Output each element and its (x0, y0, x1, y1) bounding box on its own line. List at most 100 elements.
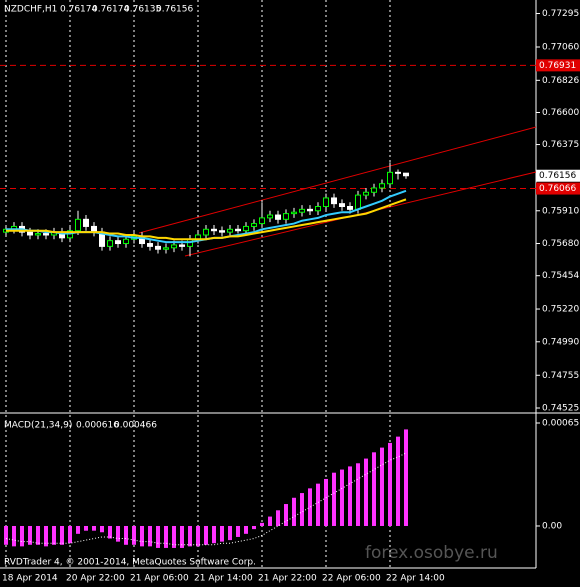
macd-bar (356, 463, 360, 526)
symbol: NZDCHF,H1 (4, 5, 57, 15)
macd-bar (20, 525, 24, 547)
y-tick-label: 0.75910 (542, 206, 579, 216)
macd-bar (180, 525, 184, 548)
x-tick-label: 21 Apr 06:00 (130, 574, 189, 584)
candle-body (283, 213, 289, 220)
y-tick-label: 0.75220 (542, 305, 579, 315)
candle-body (339, 203, 345, 207)
candle-body (299, 208, 305, 213)
candle-body (395, 171, 401, 174)
candle-body (243, 225, 249, 232)
candle-body (179, 244, 185, 247)
macd-bar (44, 525, 48, 547)
y-tick-label: 0.00 (542, 521, 562, 531)
macd-bar (284, 504, 288, 526)
y-tick-label: 0.77295 (542, 9, 579, 19)
y-tick-label: 0.76826 (542, 76, 579, 86)
candle-body (315, 206, 321, 212)
candle-body (155, 245, 161, 250)
candle-body (35, 233, 41, 236)
signal-value: 0.000466 (114, 421, 157, 431)
y-tick-label: 0.77060 (542, 42, 579, 52)
bid-label-box (536, 169, 580, 182)
candle-body (251, 223, 257, 227)
level-label: 0.76066 (539, 184, 576, 194)
macd-bar (220, 525, 224, 542)
macd-bar (404, 429, 408, 526)
y-tick-label: 0.74525 (542, 404, 579, 414)
candle-body (235, 228, 241, 232)
candle-body (203, 228, 209, 236)
candle-body (403, 172, 409, 177)
header: NZDCHF,H1 0.76174 0.76174 0.76135 0.7615… (4, 5, 193, 15)
macd-bar (76, 525, 80, 534)
candle-body (123, 238, 129, 245)
macd-bar (100, 525, 104, 533)
level-label-box (536, 182, 580, 195)
x-tick-label: 20 Apr 22:00 (66, 574, 125, 584)
macd-bar (372, 452, 376, 526)
candle-body (347, 206, 353, 210)
candle-body (171, 244, 177, 249)
macd-bar (308, 488, 312, 526)
candle-body (219, 230, 225, 233)
macd-bar (172, 525, 176, 548)
candle-body (291, 211, 297, 215)
candle-body (147, 243, 153, 247)
macd-bar (132, 525, 136, 545)
signal-line (5, 452, 407, 546)
macd-bar (140, 525, 144, 547)
macd-bar (380, 447, 384, 526)
x-tick-label: 22 Apr 06:00 (322, 574, 381, 584)
ohlc-high: 0.76174 (92, 5, 129, 15)
macd-bar (396, 436, 400, 526)
level-label: 0.76931 (539, 61, 576, 71)
x-tick-label: 18 Apr 2014 (2, 574, 58, 584)
macd-bar (148, 525, 152, 547)
x-tick-label: 21 Apr 22:00 (258, 574, 317, 584)
candle-body (75, 218, 81, 232)
y-tick-label: 0.76600 (542, 108, 579, 118)
ohlc-open: 0.76174 (60, 5, 97, 15)
macd-bar (244, 525, 248, 534)
candle-body (227, 228, 233, 233)
watermark: forex.osobye.ru (365, 543, 498, 563)
macd-bar (196, 525, 200, 547)
candle-body (363, 191, 369, 196)
macd-bar (340, 469, 344, 526)
x-tick-label: 21 Apr 14:00 (194, 574, 253, 584)
macd-bar (60, 525, 64, 545)
macd-bar (124, 525, 128, 545)
macd-bar (52, 525, 56, 545)
macd-bar (4, 525, 8, 545)
macd-bar (84, 525, 88, 531)
macd-bar (28, 525, 32, 545)
macd-bar (348, 466, 352, 526)
macd-value: 0.000616 (76, 421, 119, 431)
candle-body (331, 197, 337, 205)
candle-body (323, 197, 329, 207)
macd-bar (188, 525, 192, 547)
candle-body (83, 218, 89, 227)
macd-bar (292, 497, 296, 526)
y-tick-label: 0.74990 (542, 337, 579, 347)
candle-body (211, 228, 217, 232)
macd-bar (228, 525, 232, 541)
candle-body (163, 247, 169, 250)
y-tick-label: 0.76375 (542, 140, 579, 150)
macd-bar (260, 522, 264, 526)
bid-label: 0.76156 (539, 171, 576, 181)
footer-text: RVDTrader 4, © 2001-2014, MetaQuotes Sof… (4, 558, 256, 568)
candle-body (267, 214, 273, 219)
macd-bar (316, 483, 320, 526)
moving-average (6, 198, 407, 241)
level-label-box (536, 59, 580, 72)
macd-bar (108, 525, 112, 539)
channel-line (138, 126, 537, 234)
macd-bar (388, 442, 392, 526)
macd-bar (204, 525, 208, 545)
macd-bar (364, 458, 368, 526)
y-tick-label: 0.75454 (542, 271, 579, 281)
y-tick-label: 0.000657 (542, 418, 580, 428)
